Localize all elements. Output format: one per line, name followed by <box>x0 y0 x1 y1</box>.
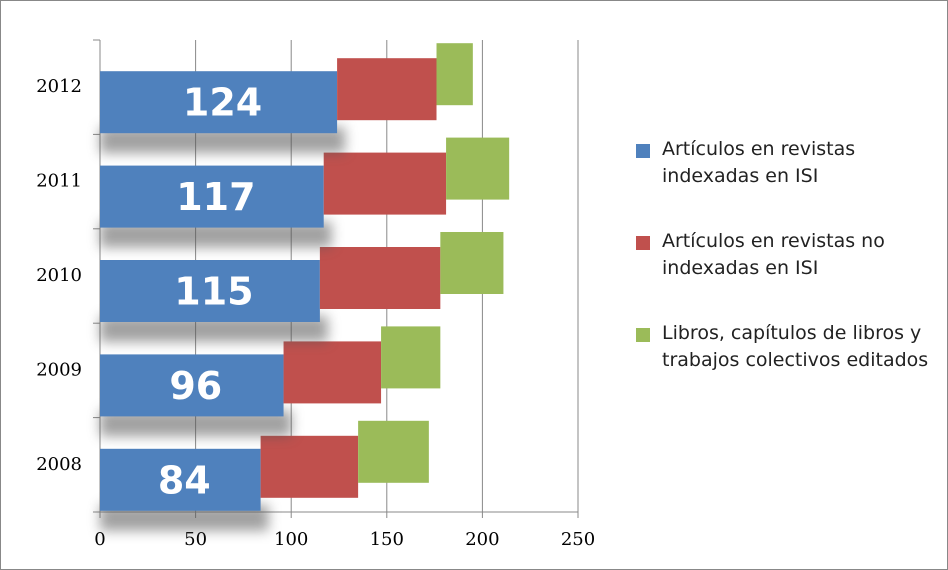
bar <box>337 58 437 121</box>
bar <box>440 232 504 294</box>
legend-label: Artículos en revistas indexadas en ISI <box>662 138 856 187</box>
bar <box>283 341 382 404</box>
y-tick-label: 2009 <box>36 359 82 380</box>
bar <box>436 43 473 106</box>
legend-swatch <box>636 144 650 158</box>
y-tick-label: 2008 <box>36 454 82 475</box>
x-tick-label: 0 <box>94 529 105 550</box>
value-label: 115 <box>174 270 253 314</box>
value-label: 117 <box>176 175 255 219</box>
x-tick-label: 50 <box>184 529 207 550</box>
bar <box>323 152 447 215</box>
bar <box>446 137 510 200</box>
value-label: 96 <box>169 364 222 408</box>
x-tick-label: 150 <box>370 529 404 550</box>
bar <box>100 165 324 228</box>
legend-item: Artículos en revistas indexadas en ISI <box>636 136 942 190</box>
bar <box>260 435 359 498</box>
bar <box>358 420 429 483</box>
legend-item: Artículos en revistas no indexadas en IS… <box>636 228 942 282</box>
bar <box>100 448 261 511</box>
bar <box>319 247 441 309</box>
x-tick-label: 250 <box>561 529 595 550</box>
bar <box>100 71 338 134</box>
value-label: 84 <box>158 458 211 502</box>
y-tick-label: 2012 <box>36 76 82 97</box>
legend-swatch <box>636 236 650 250</box>
y-tick-label: 2011 <box>36 171 82 192</box>
legend-swatch <box>636 328 650 342</box>
bar <box>381 326 441 389</box>
x-tick-label: 200 <box>465 529 499 550</box>
value-label: 124 <box>183 81 262 125</box>
bar <box>100 354 284 417</box>
y-tick-label: 2010 <box>36 265 82 286</box>
legend-label: Artículos en revistas no indexadas en IS… <box>662 230 885 279</box>
legend-item: Libros, capítulos de libros y trabajos c… <box>636 320 942 374</box>
bar <box>100 260 320 322</box>
legend: Artículos en revistas indexadas en ISI Ar… <box>636 136 942 412</box>
x-tick-label: 100 <box>274 529 308 550</box>
legend-label: Libros, capítulos de libros y trabajos c… <box>662 322 929 371</box>
